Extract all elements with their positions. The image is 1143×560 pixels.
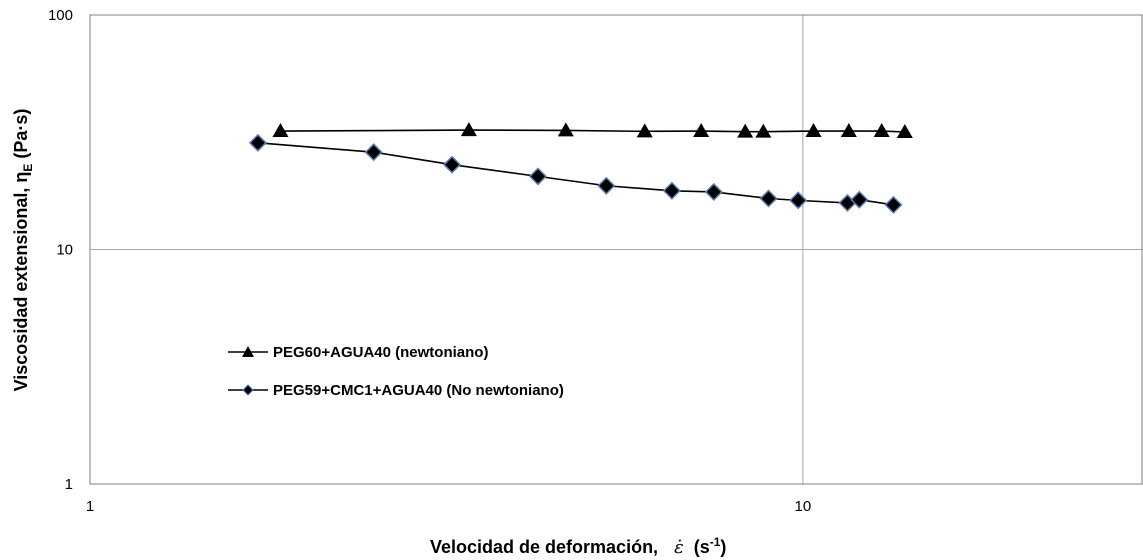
- series-1: [272, 122, 913, 139]
- x-tick-labels: 1 10: [86, 498, 811, 515]
- diamond-marker: [662, 181, 681, 200]
- diamond-marker: [442, 155, 462, 174]
- triangle-marker: [873, 123, 890, 138]
- x-tick-label: 10: [795, 498, 812, 515]
- triangle-marker: [557, 122, 574, 137]
- triangle-marker: [242, 346, 254, 357]
- x-tick-label: 1: [86, 498, 94, 515]
- y-tick-label: 100: [48, 7, 73, 24]
- diamond-marker: [597, 176, 616, 195]
- diamond-marker: [759, 189, 778, 208]
- triangle-marker: [840, 123, 857, 138]
- y-tick-label: 10: [56, 242, 73, 259]
- triangle-marker: [805, 123, 822, 138]
- triangle-marker: [896, 124, 913, 139]
- y-tick-label: 1: [65, 476, 73, 493]
- series-layer: [248, 122, 913, 214]
- diamond-marker: [364, 143, 383, 162]
- triangle-marker: [460, 122, 477, 137]
- series-2: [248, 133, 903, 214]
- y-axis-title: Viscosidad extensional, ηE (Pa·s): [11, 109, 35, 392]
- triangle-marker: [693, 123, 710, 138]
- x-axis-title: Velocidad de deformación, ε̇ (s-1): [430, 535, 726, 558]
- diamond-marker: [850, 190, 869, 209]
- legend: PEG60+AGUA40 (newtoniano) PEG59+CMC1+AGUA…: [228, 344, 564, 399]
- legend-item: PEG59+CMC1+AGUA40 (No newtoniano): [228, 382, 564, 399]
- legend-label: PEG59+CMC1+AGUA40 (No newtoniano): [273, 382, 564, 399]
- legend-item: PEG60+AGUA40 (newtoniano): [228, 344, 488, 361]
- triangle-marker: [636, 123, 653, 138]
- diamond-marker: [248, 133, 267, 152]
- y-tick-labels: 1 10 100: [48, 7, 73, 493]
- triangle-marker: [272, 123, 289, 138]
- diamond-marker: [884, 195, 903, 214]
- diamond-marker: [528, 167, 548, 186]
- diamond-marker: [704, 182, 723, 201]
- legend-label: PEG60+AGUA40 (newtoniano): [273, 344, 488, 361]
- diamond-marker: [242, 384, 254, 396]
- plot-area-border: [89, 14, 1143, 485]
- diamond-marker: [789, 191, 808, 210]
- triangle-marker: [755, 123, 772, 138]
- triangle-marker: [737, 123, 754, 138]
